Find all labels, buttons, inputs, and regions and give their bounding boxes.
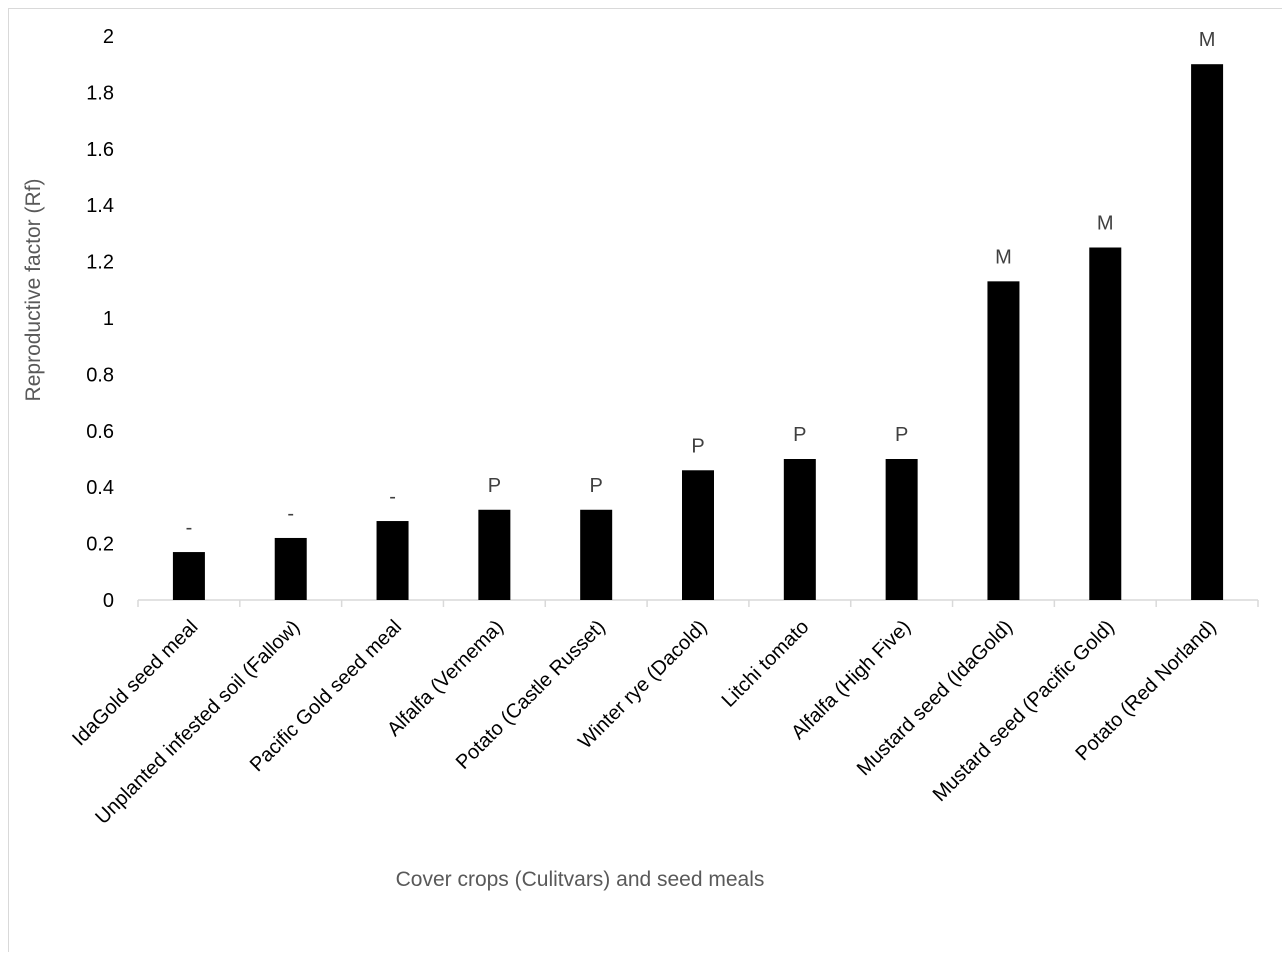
- data-label: P: [590, 475, 603, 497]
- bar: [783, 459, 816, 600]
- data-labels: - - - P P P P P M M M: [186, 29, 1216, 539]
- bar: [172, 552, 205, 600]
- x-axis-title: Cover crops (Culitvars) and seed meals: [396, 868, 765, 891]
- y-axis-title: Reproductive factor (Rf): [22, 179, 45, 402]
- y-tick-label: 1.8: [86, 82, 114, 104]
- data-label: -: [186, 517, 193, 539]
- bar: [274, 537, 307, 600]
- data-label: M: [1199, 29, 1216, 51]
- bar: [1089, 247, 1122, 600]
- bar: [987, 281, 1020, 600]
- bars: [172, 64, 1224, 600]
- data-label: P: [691, 435, 704, 457]
- x-axis-tick-marks: [137, 600, 1259, 607]
- data-label: P: [793, 424, 806, 446]
- data-label: P: [895, 424, 908, 446]
- bar: [376, 521, 409, 600]
- bar: [580, 509, 613, 600]
- data-label: -: [389, 486, 396, 508]
- bar: [682, 470, 714, 600]
- bar: [478, 509, 511, 600]
- data-label: P: [488, 475, 501, 497]
- y-tick-label: 0: [103, 590, 114, 612]
- y-tick-label: 0.2: [86, 534, 114, 556]
- category-label: Mustard seed (Pacific Gold): [929, 616, 1119, 806]
- data-label: M: [1097, 213, 1114, 235]
- y-tick-label: 0.6: [86, 421, 114, 443]
- y-tick-label: 1.6: [86, 139, 114, 161]
- y-tick-label: 1.4: [86, 195, 114, 217]
- chart-frame: [8, 8, 1282, 952]
- y-tick-label: 2: [103, 26, 114, 48]
- y-tick-label: 1.2: [86, 252, 114, 274]
- data-label: M: [995, 246, 1012, 268]
- y-tick-label: 0.8: [86, 364, 114, 386]
- category-label: Unplanted infested soil (Fallow): [91, 616, 304, 829]
- y-axis-ticks: 0 0.2 0.4 0.6 0.8 1 1.2 1.4 1.6 1.8 2: [86, 26, 114, 612]
- category-label: Litchi tomato: [718, 616, 814, 712]
- bar: [1191, 64, 1224, 600]
- data-label: -: [287, 503, 294, 525]
- y-tick-label: 0.4: [86, 477, 114, 499]
- bar: [885, 459, 918, 600]
- y-tick-label: 1: [103, 308, 114, 330]
